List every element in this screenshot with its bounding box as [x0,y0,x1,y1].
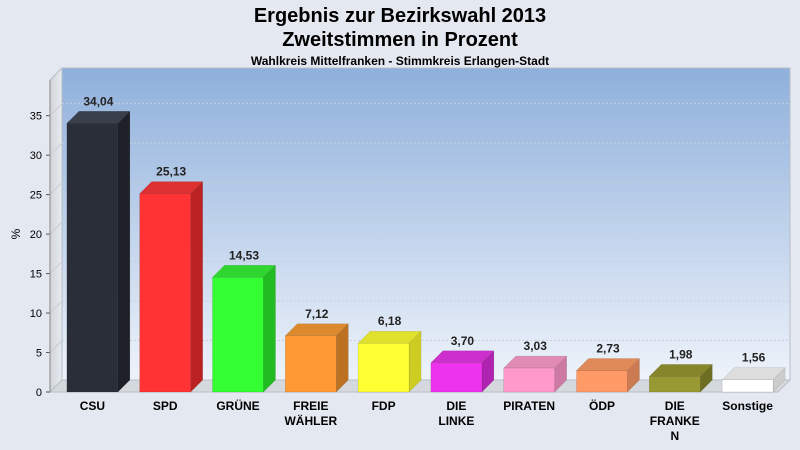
bar-front [66,123,119,393]
category-label: DIE [446,399,466,413]
category-label: LINKE [438,414,474,428]
y-tick-label: 5 [36,348,42,360]
category-label: CSU [80,399,105,413]
bar-front [430,362,483,393]
value-label: 34,04 [83,94,113,108]
bar-side [190,181,203,393]
bar: 3,03 [503,339,568,393]
bar: 7,12 [284,307,349,393]
value-label: 25,13 [156,165,186,179]
chart-caption: Wahlkreis Mittelfranken - Stimmkreis Erl… [250,54,550,68]
bar-front [576,370,628,393]
category-label: FREIE [293,399,328,413]
y-tick-label: 35 [30,111,42,123]
category-label: SPD [153,399,178,413]
bar: 14,53 [211,248,277,393]
bar-front [285,335,337,393]
gridline-wall [49,261,63,274]
bar-side [117,110,131,393]
bars: 34,04 25,13 14,53 7,12 6,18 3,70 3,03 2,73 1,98 1… [66,94,786,393]
y-tick-label: 10 [30,308,42,320]
category-label: ÖDP [589,398,615,413]
bar-front [139,193,191,393]
y-tick-label: 0 [36,387,42,399]
y-axis: 0 5 10 15 20 25 30 35 [30,80,51,399]
gridline-wall [49,103,63,117]
y-tick-label: 30 [30,150,42,162]
bar-front [357,342,410,393]
bar: 25,13 [139,165,204,393]
bar: 1,56 [721,351,786,393]
value-label: 1,56 [742,351,766,365]
category-label: DIE [665,399,685,413]
value-label: 3,70 [451,334,475,348]
category-label: PIRATEN [503,399,555,413]
left-wall [49,66,63,394]
bar: 34,04 [66,94,131,393]
bar-side [263,264,276,393]
gridline-wall [49,300,63,314]
chart-subtitle: Zweitstimmen in Prozent [282,29,518,51]
y-tick-label: 25 [30,190,42,202]
category-label: WÄHLER [284,413,337,428]
bar: 1,98 [648,347,713,393]
bar-front [721,379,774,393]
category-label: Sonstige [722,399,773,413]
category-label: FRANKE [650,414,700,428]
category-label: GRÜNE [216,398,259,413]
bar: 3,70 [430,334,495,393]
bar: 6,18 [357,314,422,393]
value-label: 2,73 [596,341,620,355]
category-label: FDP [372,399,396,413]
bar-front [212,277,264,393]
gridline-wall [49,142,63,156]
y-axis-title: % [9,228,23,239]
value-label: 14,53 [229,248,259,262]
bar-front [503,367,555,393]
chart-title: Ergebnis zur Bezirkswahl 2013 [253,5,547,27]
y-tick-label: 15 [30,269,42,281]
value-label: 1,98 [669,347,693,361]
value-label: 7,12 [305,307,329,321]
gridline-wall [49,182,63,195]
gridline-wall [49,221,63,235]
bar-front [649,376,701,393]
value-label: 3,03 [524,339,548,353]
value-label: 6,18 [378,314,402,328]
bar: 2,73 [575,341,641,393]
gridline-wall [49,340,63,353]
y-tick-label: 20 [30,229,42,241]
category-label: N [670,429,679,443]
